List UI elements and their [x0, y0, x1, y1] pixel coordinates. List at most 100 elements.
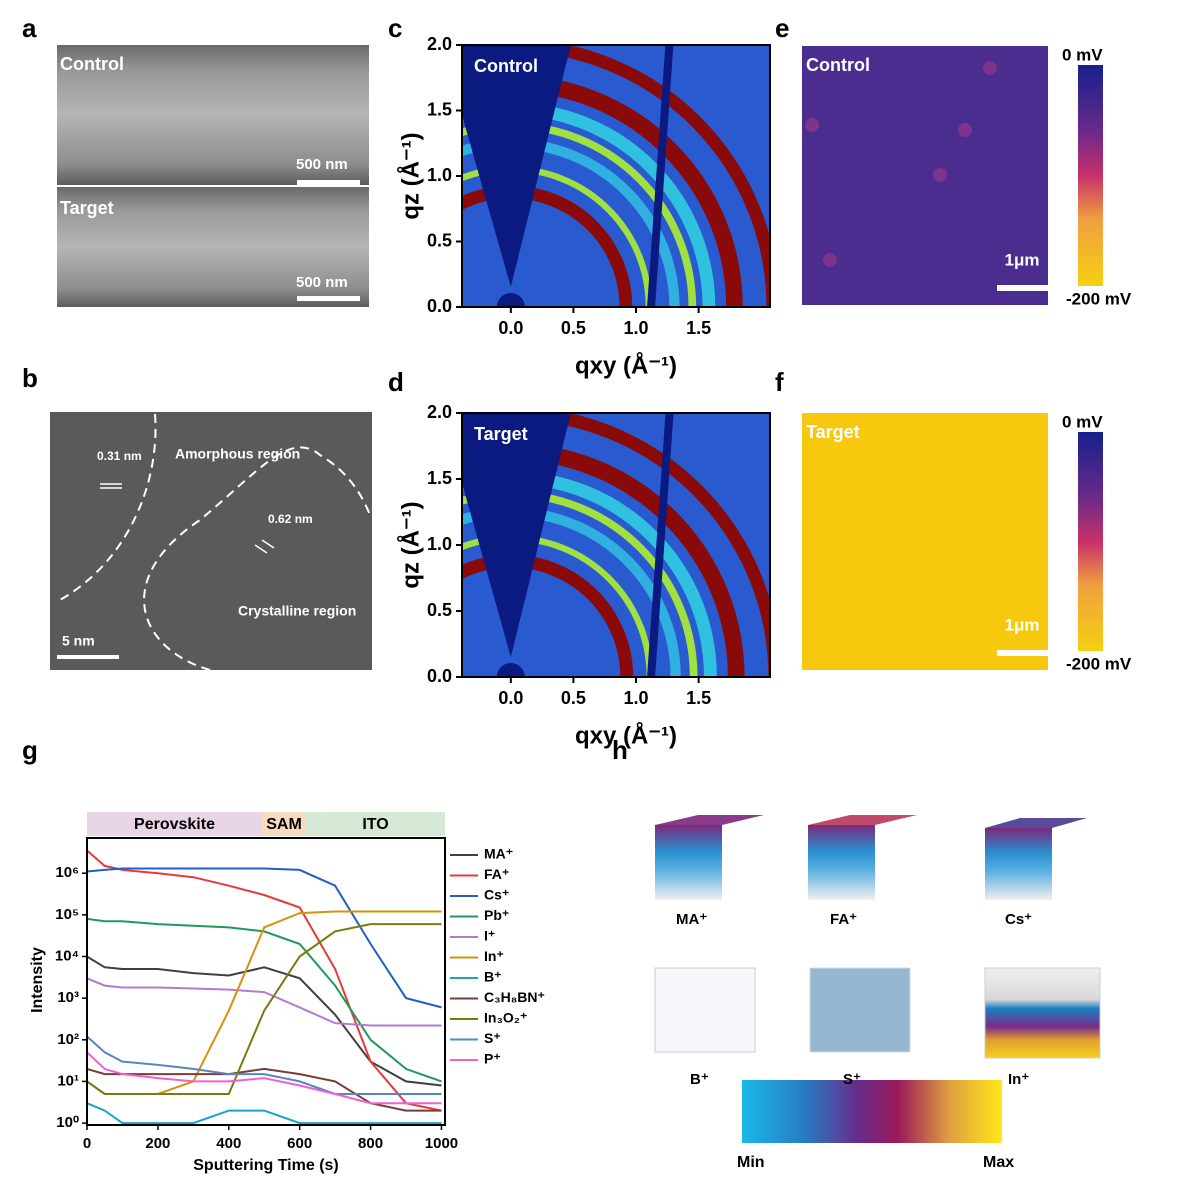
series-line [86, 955, 442, 1087]
legend-label: In₃O₂⁺ [484, 1010, 527, 1026]
shadow [462, 45, 571, 287]
sem-image [57, 187, 369, 307]
scale-label: 500 nm [296, 156, 348, 173]
image-label: Control [60, 54, 124, 74]
boundary [59, 413, 157, 601]
colorbar [742, 1080, 1002, 1143]
giwaxs-image [462, 45, 770, 307]
frame [86, 837, 446, 1126]
colorbar-label: Min [737, 1154, 765, 1171]
beamstop [496, 663, 525, 677]
series-line [86, 917, 442, 1083]
tem-label: 0.31 nm [97, 449, 142, 463]
x-tick-label: 200 [145, 1135, 170, 1152]
scale-bar [57, 655, 119, 659]
colorbar-label: Max [983, 1154, 1014, 1171]
x-tick-label: 0.5 [561, 688, 586, 708]
image-label: Target [60, 198, 114, 218]
cube-top [808, 815, 917, 825]
series-line [86, 910, 442, 1095]
x-axis-label: qxy (Å⁻¹) [575, 351, 677, 379]
panel-title: Control [474, 56, 538, 76]
y-tick-label: 2.0 [427, 34, 452, 54]
x-tick-label: 1.5 [686, 688, 711, 708]
x-tick-label: 0 [83, 1135, 91, 1152]
x-tick-label: 400 [216, 1135, 241, 1152]
cube-label: S⁺ [843, 1071, 861, 1088]
x-axis-label: Sputtering Time (s) [193, 1157, 339, 1174]
series-line [86, 1051, 442, 1105]
y-tick-label: 1.5 [427, 99, 452, 119]
scale-bar [997, 285, 1048, 291]
y-tick-label: 0.0 [427, 296, 452, 316]
scale-label: 1μm [1005, 250, 1040, 269]
colorbar-label: 0 mV [1062, 412, 1103, 431]
cube [984, 967, 1101, 1059]
legend-label: Pb⁺ [484, 907, 509, 923]
series-line [86, 923, 442, 1095]
cube-top [985, 818, 1087, 828]
panel-label: c [388, 13, 402, 43]
y-tick-label: 10⁵ [55, 906, 79, 923]
tem-label: 0.62 nm [268, 512, 313, 526]
kpfm-map [802, 413, 1048, 670]
x-tick-label: 0.0 [498, 318, 523, 338]
colorbar [1078, 65, 1103, 286]
panel-label: b [22, 363, 38, 393]
kpfm-map [802, 46, 1048, 305]
y-tick-label: 0.5 [427, 600, 452, 620]
scale-label: 1μm [1005, 615, 1040, 634]
x-tick-label: 1.0 [624, 688, 649, 708]
y-tick-label: 10⁴ [55, 947, 79, 964]
legend-label: I⁺ [484, 928, 495, 944]
lattice-marker [100, 483, 275, 554]
cube-label: FA⁺ [830, 911, 857, 928]
legend-label: S⁺ [484, 1030, 501, 1046]
tem-label: Amorphous region [175, 446, 300, 462]
sem-image [57, 45, 369, 185]
panel-label: a [22, 13, 37, 43]
panel-label: g [22, 735, 38, 765]
cube-label: MA⁺ [676, 911, 707, 928]
map-label: Target [806, 422, 860, 442]
y-tick-label: 0.5 [427, 230, 452, 250]
cube [808, 825, 875, 900]
spot [958, 123, 972, 137]
panel-label: d [388, 367, 404, 397]
x-axis-label: qxy (Å⁻¹) [575, 721, 677, 749]
series-line [86, 867, 442, 1009]
gap [647, 45, 674, 307]
panel-title: Target [474, 424, 528, 444]
colorbar [1078, 432, 1103, 651]
legend-label: B⁺ [484, 969, 502, 985]
y-tick-label: 10² [57, 1031, 79, 1048]
spot [805, 118, 819, 132]
y-tick-label: 1.5 [427, 468, 452, 488]
region [306, 812, 445, 836]
cube-label: In⁺ [1008, 1071, 1029, 1088]
legend-label: MA⁺ [484, 846, 513, 862]
y-tick-label: 1.0 [427, 534, 452, 554]
spot [933, 168, 947, 182]
scale-bar [997, 650, 1048, 656]
series-line [86, 1035, 442, 1095]
legend-label: C₃H₈BN⁺ [484, 989, 545, 1005]
giwaxs-image [462, 413, 770, 677]
region [262, 812, 306, 836]
scale-bar [297, 296, 360, 301]
legend-label: P⁺ [484, 1051, 501, 1067]
scale-label: 5 nm [62, 633, 95, 649]
panel-label: f [775, 367, 784, 397]
y-tick-label: 10³ [57, 989, 79, 1006]
map-label: Control [806, 55, 870, 75]
colorbar-label: -200 mV [1066, 289, 1132, 308]
spot [823, 253, 837, 267]
cube [809, 967, 911, 1053]
gap [647, 413, 674, 677]
y-tick-label: 2.0 [427, 402, 452, 422]
y-tick-label: 10¹ [57, 1072, 79, 1089]
legend-label: Cs⁺ [484, 887, 509, 903]
x-tick-label: 1.0 [624, 318, 649, 338]
legend-label: In⁺ [484, 948, 504, 964]
